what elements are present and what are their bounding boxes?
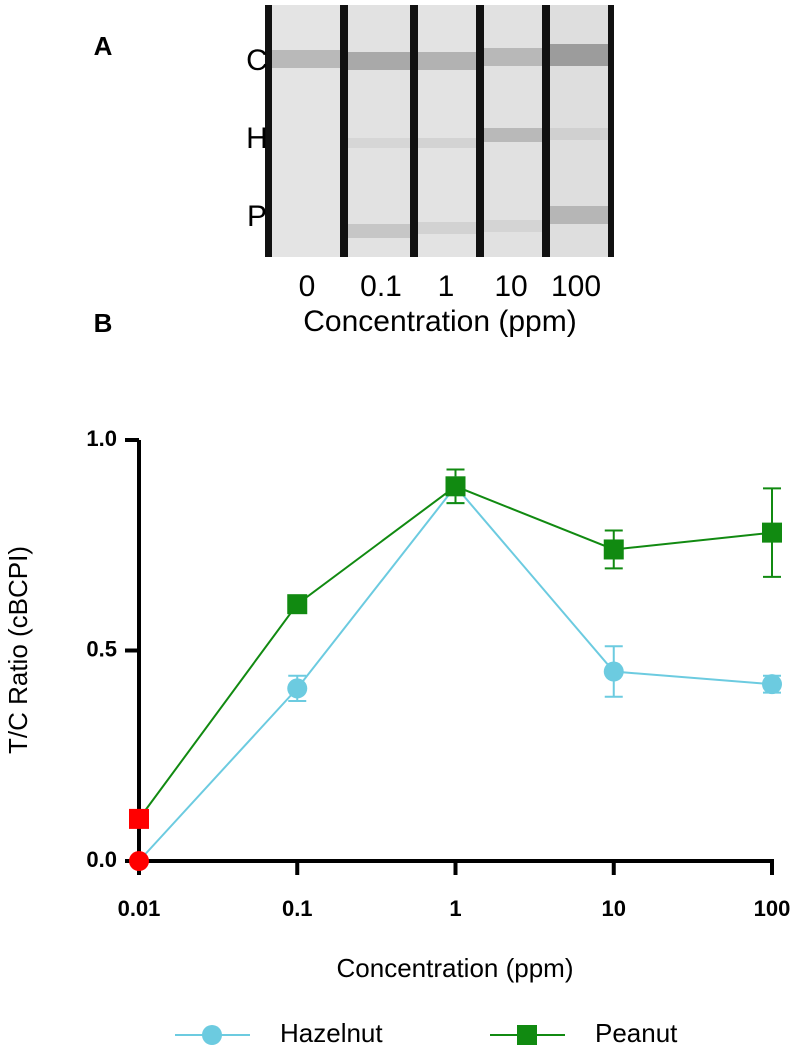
- y-tick-label: 0.5: [86, 636, 117, 661]
- panel-label: B: [94, 308, 113, 338]
- band-label: P: [247, 200, 267, 233]
- circle-marker: [129, 851, 149, 871]
- legend-label: Hazelnut: [280, 1018, 383, 1048]
- x-tick-label: 0.1: [282, 896, 313, 921]
- x-tick-label: 100: [754, 896, 791, 921]
- series-line: [138, 485, 773, 820]
- circle-marker: [287, 678, 308, 699]
- strip-image: [265, 5, 614, 257]
- panel-label: A: [94, 31, 113, 61]
- lane-label: 10: [494, 270, 527, 303]
- x-tick-label: 1: [449, 896, 461, 921]
- legend-label: Peanut: [595, 1018, 678, 1048]
- lane-label: 1: [438, 270, 455, 303]
- square-marker: [287, 594, 308, 615]
- band-label: H: [246, 122, 268, 155]
- circle-marker: [603, 661, 624, 682]
- square-marker: [603, 539, 624, 560]
- lane-label: 0.1: [360, 270, 402, 303]
- square-marker: [129, 808, 149, 829]
- lane-label: 100: [551, 270, 601, 303]
- y-axis-title: T/C Ratio (cBCPI): [3, 546, 33, 754]
- legend-marker: [517, 1025, 537, 1045]
- x-axis-title: Concentration (ppm): [337, 953, 574, 983]
- legend-marker: [202, 1025, 222, 1045]
- y-tick-label: 1.0: [86, 426, 117, 451]
- square-marker: [445, 476, 466, 497]
- circle-marker: [762, 674, 782, 695]
- square-marker: [762, 522, 782, 543]
- y-tick-label: 0.0: [86, 847, 117, 872]
- band-label: C: [246, 44, 268, 77]
- x-tick-label: 10: [602, 896, 626, 921]
- lane-axis-label: Concentration (ppm): [303, 305, 576, 338]
- lane-label: 0: [299, 270, 316, 303]
- x-tick-label: 0.01: [118, 896, 161, 921]
